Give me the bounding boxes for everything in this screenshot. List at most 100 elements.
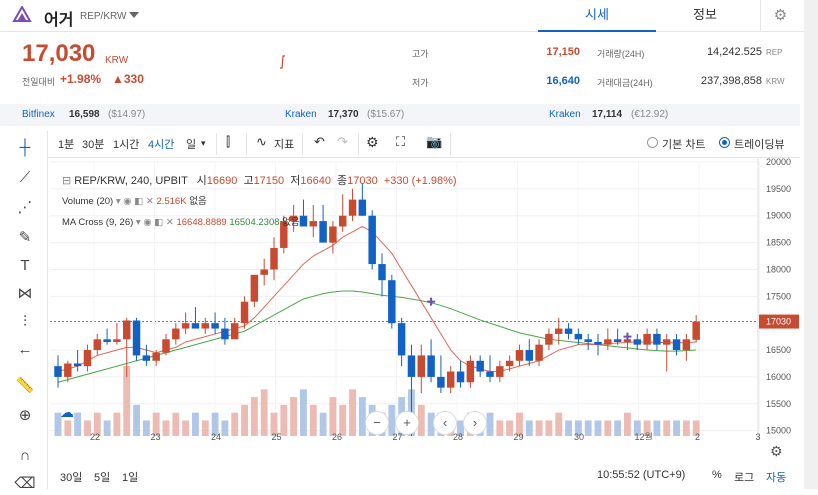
candle-body (54, 366, 62, 377)
volume-bar (201, 420, 209, 436)
tradingview-logo-icon[interactable]: ☁ (60, 404, 74, 420)
candle-body (211, 323, 219, 329)
interval-30m[interactable]: 30분 (82, 139, 105, 151)
tradingview-label[interactable]: 트레이딩뷰 (734, 139, 785, 151)
candle-body (132, 320, 141, 356)
exchange-sub: ($15.67) (367, 109, 405, 120)
candle-body (162, 339, 170, 353)
candle-body (122, 320, 131, 340)
exchange-sub: ($14.97) (108, 109, 146, 120)
range-30d[interactable]: 30일 (60, 472, 83, 484)
candle-body (633, 339, 642, 345)
interval-1h[interactable]: 1시간 (113, 139, 140, 151)
gear-icon[interactable]: ⚙ (760, 0, 800, 32)
volume-bar (525, 420, 533, 436)
volume-bar (574, 420, 582, 436)
axis-settings-icon[interactable]: ⚙ (770, 443, 783, 459)
chart-legend-main: ⊟ REP/KRW, 240, UPBIT 시16690 고17150 저166… (62, 172, 457, 188)
volume-bar (624, 412, 631, 436)
crosshair-icon[interactable]: ┼ (19, 139, 31, 156)
volume-bar (604, 420, 612, 436)
fib-tool-icon[interactable]: ⋰ (17, 199, 33, 216)
interval-4h[interactable]: 4시간 (148, 139, 175, 151)
settings-icon[interactable]: ⚙ (366, 134, 379, 150)
zoom-in-button[interactable]: + (395, 411, 419, 435)
percent-toggle[interactable]: % (712, 469, 722, 481)
candle-type-icon[interactable]: ⫿ (226, 134, 231, 149)
eraser-icon[interactable]: ⌫ (14, 475, 36, 492)
exchange-name[interactable]: Kraken (285, 109, 317, 120)
volume-bar (93, 412, 101, 436)
volume-bar (300, 389, 307, 436)
fullscreen-icon[interactable]: ⛶ (396, 134, 406, 149)
volume-bar (260, 389, 268, 436)
price-chart[interactable]: 1500015500160001650017000175001800018500… (48, 158, 800, 440)
volume-bar (182, 420, 190, 436)
zoom-out-button[interactable]: − (365, 411, 389, 435)
exchange-name[interactable]: Kraken (549, 109, 581, 120)
basic-chart-label[interactable]: 기본 차트 (662, 139, 706, 151)
scrollbar[interactable] (804, 0, 818, 489)
ruler-icon[interactable]: 📏 (15, 377, 35, 394)
pattern-icon[interactable]: ⋈ (17, 285, 33, 302)
chevron-down-icon[interactable]: ▾ (201, 138, 206, 148)
volume-bar (142, 420, 150, 436)
exchange-bar: Bitfinex 16,598 ($14.97) Kraken 17,370 (… (0, 104, 800, 126)
pair-label[interactable]: REP/KRW (80, 11, 127, 22)
volume-legend: Volume (20) ▾ ◉ ◧ ✕ 2.516K 없음 (62, 193, 207, 207)
camera-icon[interactable]: 📷 (426, 134, 443, 149)
candle-body (466, 360, 475, 383)
low-value: 16640 (300, 175, 331, 187)
volume-bar (152, 412, 160, 436)
volume-bar (555, 412, 563, 436)
legend-controls-icon[interactable]: ▾ ◉ ◧ ✕ (135, 217, 174, 228)
indicator-button[interactable]: 지표 (274, 139, 295, 151)
exchange-name[interactable]: Bitfinex (22, 109, 55, 120)
volume-bar (633, 420, 641, 436)
auto-toggle[interactable]: 자동 (766, 472, 787, 484)
volume-bar (329, 397, 337, 436)
volume-bar (162, 420, 170, 436)
exchange-sub: (€12.92) (631, 109, 669, 120)
candle-body (181, 323, 190, 329)
measure-icon[interactable]: ⫶ (23, 313, 27, 330)
indicator-icon[interactable]: ∿ (256, 134, 267, 149)
undo-icon[interactable]: ↶ (314, 134, 325, 149)
log-toggle[interactable]: 로그 (734, 472, 755, 484)
scroll-right-button[interactable]: › (463, 411, 487, 435)
tab-price[interactable]: 시세 (538, 0, 656, 32)
range-1d[interactable]: 1일 (122, 472, 139, 484)
interval-1m[interactable]: 1분 (58, 139, 75, 151)
y-tick-label: 15500 (766, 399, 791, 409)
tab-info[interactable]: 정보 (693, 7, 717, 22)
back-arrow-icon[interactable]: ← (17, 341, 33, 358)
magnet-icon[interactable]: ∩ (19, 447, 31, 464)
collapse-icon[interactable]: ⊟ (62, 175, 72, 187)
candle-body (594, 341, 602, 345)
interval-day[interactable]: 일 (186, 139, 197, 151)
range-5d[interactable]: 5일 (94, 472, 111, 484)
tradingview-radio[interactable] (719, 137, 730, 148)
volume-bar (535, 420, 543, 436)
chevron-down-icon[interactable] (129, 12, 139, 18)
scroll-left-button[interactable]: ‹ (433, 411, 457, 435)
candle-body (113, 339, 121, 342)
volume-bar (319, 412, 327, 436)
volume-bar (663, 420, 671, 436)
candle-body (505, 360, 514, 367)
redo-icon[interactable]: ↷ (337, 134, 348, 149)
volume-value: 2.516K (156, 196, 187, 207)
brush-icon[interactable]: ✎ (18, 229, 32, 246)
legend-controls-icon[interactable]: ▾ ◉ ◧ ✕ (115, 196, 154, 207)
trend-line-icon[interactable]: ⟋ (19, 169, 31, 186)
exchange-value: 16,598 (69, 109, 100, 120)
candle-body (682, 339, 691, 351)
x-tick-label: 30 (574, 432, 584, 440)
basic-chart-radio[interactable] (647, 137, 658, 148)
candle-body (73, 363, 82, 367)
zoom-icon[interactable]: ⊕ (18, 407, 32, 424)
volume-bar (54, 412, 62, 436)
text-tool-icon[interactable]: T (20, 257, 30, 274)
candle-body (397, 323, 406, 356)
volume-bar (692, 420, 700, 436)
